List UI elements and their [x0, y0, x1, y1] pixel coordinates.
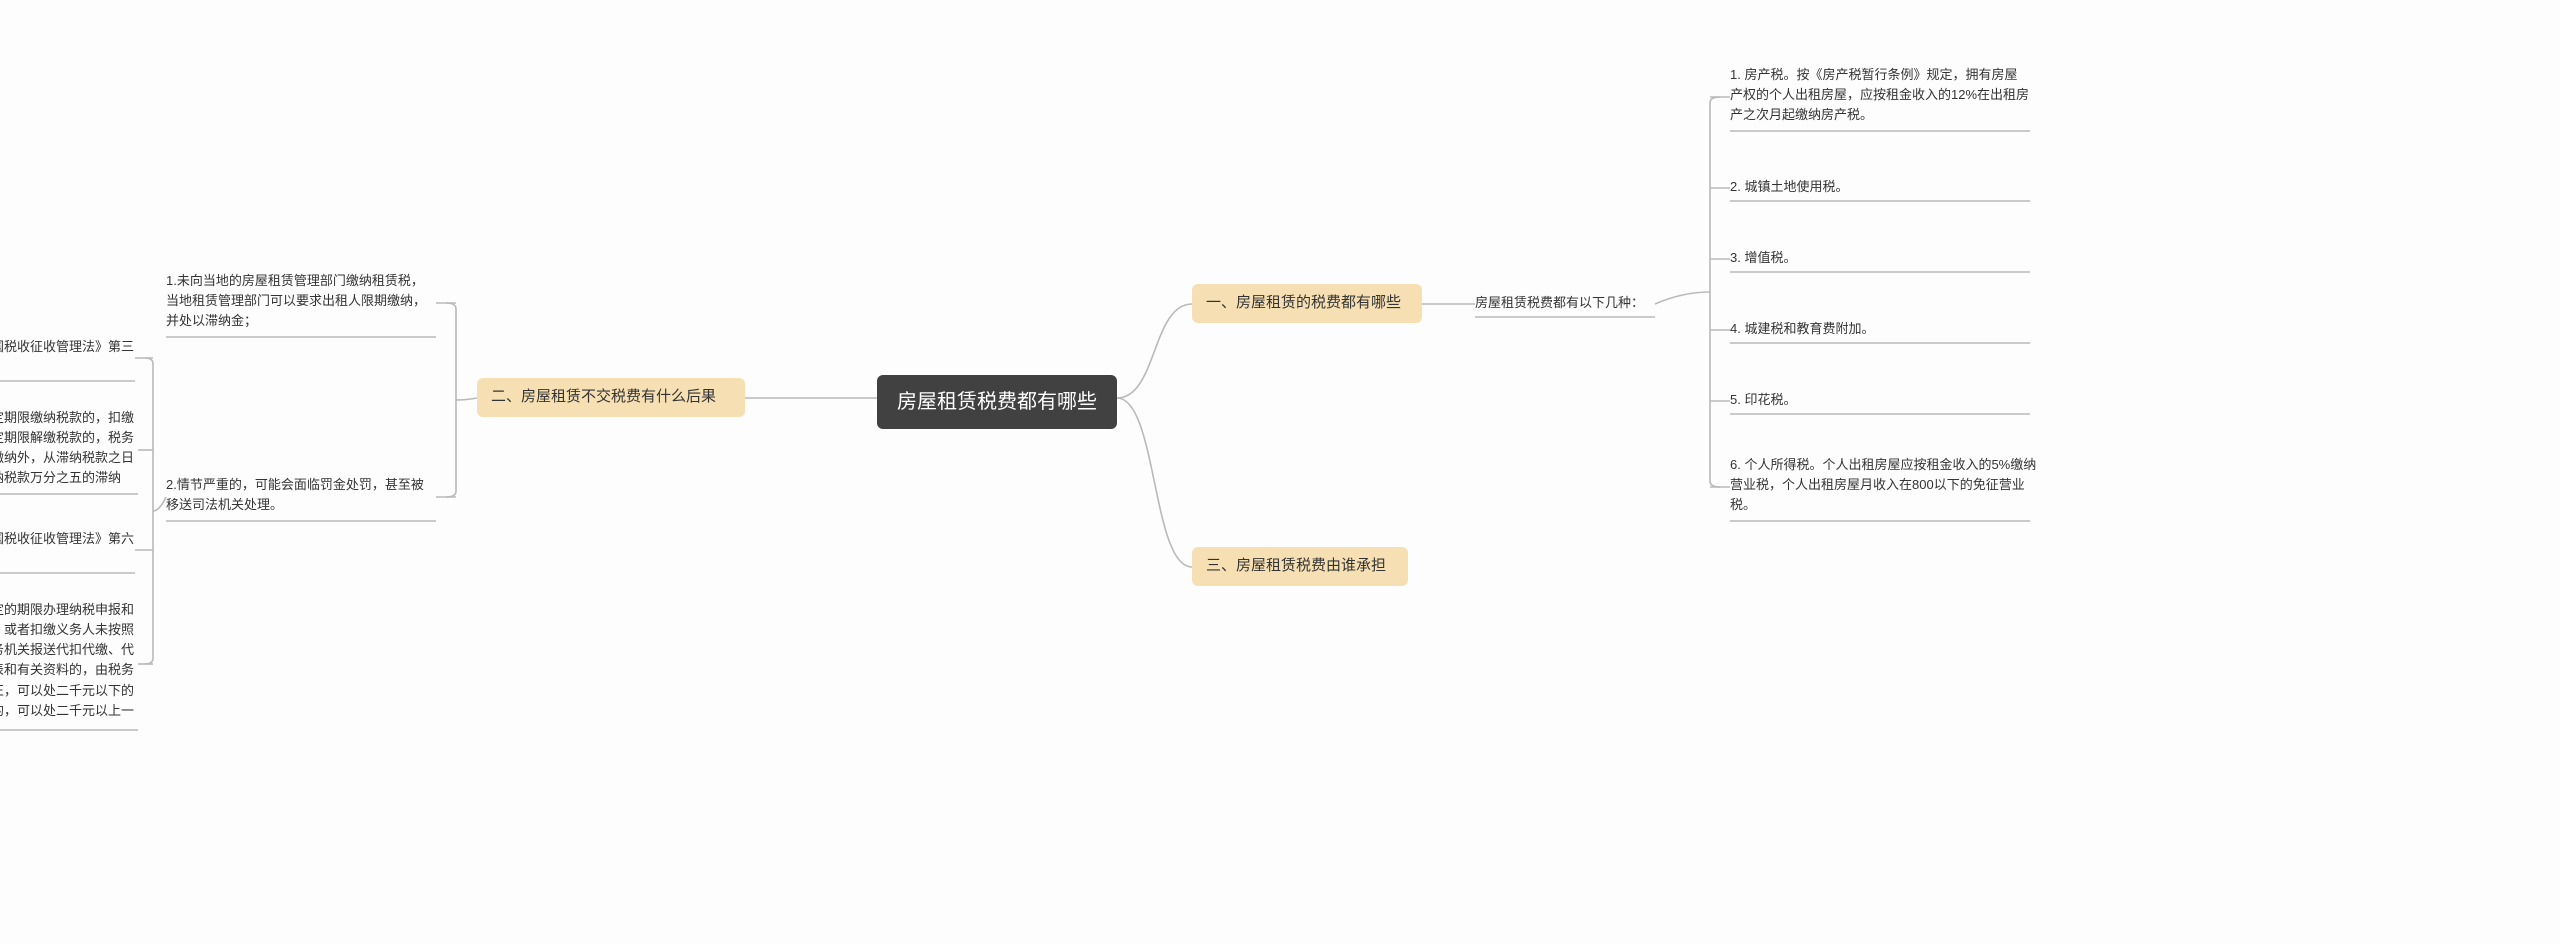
branch-r1-leaf-5: 6. 个人所得税。个人出租房屋应按租金收入的5%缴纳营业税，个人出租房屋月收入在… [1730, 455, 2040, 515]
branch-r1-leaf-0: 1. 房产税。按《房产税暂行条例》规定，拥有房屋产权的个人出租房屋，应按租金收入… [1730, 65, 2030, 125]
branch-l2-leaf-0: 1.未向当地的房屋租赁管理部门缴纳租赁税，当地租赁管理部门可以要求出租人限期缴纳… [166, 271, 436, 331]
branch-r3: 三、房屋租赁税费由谁承担 [1192, 547, 1408, 586]
branch-l2-leaf-1-sub-3: 纳税人未按照规定的期限办理纳税申报和报送纳税资料的，或者扣缴义务人未按照规定的期… [0, 600, 138, 741]
root-node: 房屋租赁税费都有哪些 [877, 375, 1117, 429]
branch-r1: 一、房屋租赁的税费都有哪些 [1192, 284, 1422, 323]
branch-l2-leaf-1-sub-0: 《中华人民共和国税收征收管理法》第三十二条 [0, 337, 135, 377]
branch-l2-leaf-1-sub-2: 《中华人民共和国税收征收管理法》第六十二条 [0, 529, 135, 569]
branch-r1-leaf-2: 3. 增值税。 [1730, 248, 2030, 268]
branch-l2-leaf-1: 2.情节严重的，可能会面临罚金处罚，甚至被移送司法机关处理。 [166, 475, 436, 515]
branch-r1-leaf-1: 2. 城镇土地使用税。 [1730, 177, 2030, 197]
branch-r1-intro: 房屋租赁税费都有以下几种： [1475, 293, 1675, 313]
branch-r1-leaf-3: 4. 城建税和教育费附加。 [1730, 319, 2030, 339]
connector-layer [0, 0, 2560, 944]
branch-l2: 二、房屋租赁不交税费有什么后果 [477, 378, 745, 417]
branch-l2-leaf-1-sub-1: 纳税人未按照规定期限缴纳税款的，扣缴义务人未按照规定期限解缴税款的，税务机关除责… [0, 408, 138, 509]
mindmap-canvas: 房屋租赁税费都有哪些 一、房屋租赁的税费都有哪些 房屋租赁税费都有以下几种： 1. 房… [0, 0, 2560, 944]
branch-r1-leaf-4: 5. 印花税。 [1730, 390, 2030, 410]
